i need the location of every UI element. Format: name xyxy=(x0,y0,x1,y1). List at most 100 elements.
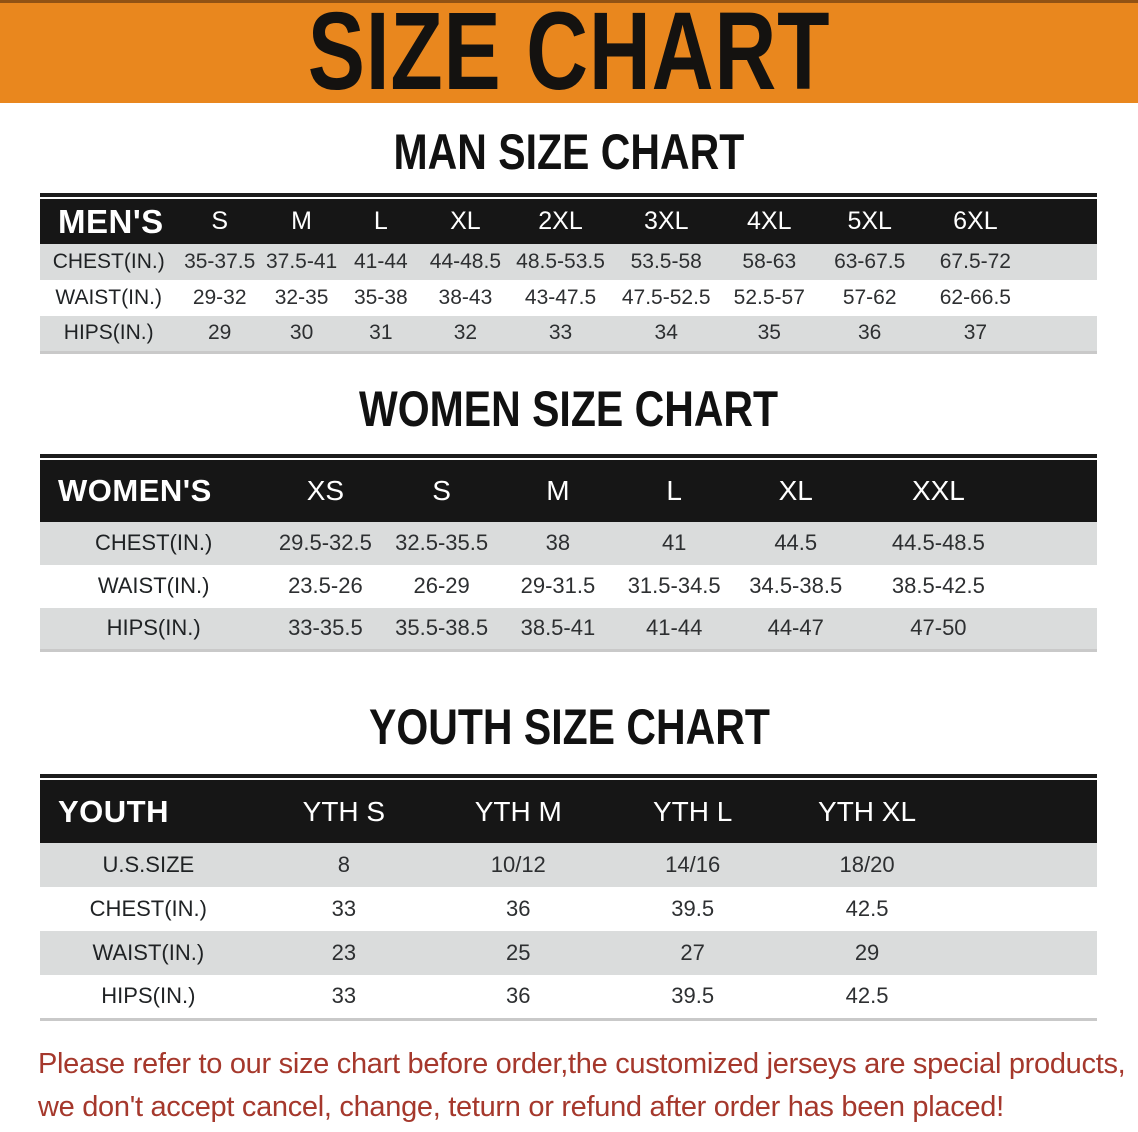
banner-top-edge xyxy=(0,0,1138,3)
table-top-border xyxy=(40,774,1097,778)
size-value: 29-32 xyxy=(192,286,247,309)
size-value: 38-43 xyxy=(438,286,493,309)
women-size-table: WOMEN'S XS S M L XL XXL CHEST(IN.) 29.5-32.5 32.5… xyxy=(40,459,1097,652)
size-value: 44-48.5 xyxy=(429,250,502,273)
row-label: HIPS(IN.) xyxy=(106,615,201,641)
size-value: 62-66.5 xyxy=(939,286,1011,309)
size-value: 36 xyxy=(506,983,531,1009)
size-column-header: XL xyxy=(778,474,813,506)
size-value: 52.5-57 xyxy=(733,286,805,309)
women-section-title: WOMEN SIZE CHART xyxy=(359,380,779,437)
size-value: 38.5-41 xyxy=(520,615,596,641)
men-section: MAN SIZE CHART MEN'S S M L XL 2XL 3XL 4XL 5XL 6XL… xyxy=(0,127,1138,354)
row-label: WAIST(IN.) xyxy=(97,573,210,598)
youth-size-table: YOUTH YTH S YTH M YTH L YTH XL U.S.SIZE 8 10/12… xyxy=(40,780,1097,1021)
size-value: 27 xyxy=(680,940,705,965)
row-label: WAIST(IN.) xyxy=(55,286,162,309)
size-value: 47-50 xyxy=(910,615,967,641)
size-value: 29 xyxy=(208,321,232,345)
size-column-header: L xyxy=(373,207,388,235)
size-value: 41 xyxy=(661,530,687,555)
size-value: 33-35.5 xyxy=(288,615,363,641)
size-value: 32.5-35.5 xyxy=(395,530,489,555)
men-size-table-wrap: MEN'S S M L XL 2XL 3XL 4XL 5XL 6XL CHEST(IN.) 35-37… xyxy=(40,193,1097,354)
size-value: 39.5 xyxy=(671,896,715,921)
size-value: 42.5 xyxy=(845,896,889,921)
size-value: 57-62 xyxy=(842,286,897,309)
header-filler xyxy=(1018,460,1097,522)
row-filler xyxy=(954,931,1097,975)
size-value: 8 xyxy=(337,852,350,877)
size-value: 34 xyxy=(654,321,678,345)
size-value: 31.5-34.5 xyxy=(627,573,721,598)
size-value: 42.5 xyxy=(845,983,889,1009)
header-filler xyxy=(1028,199,1097,244)
row-filler xyxy=(1018,608,1097,651)
table-group-label: MEN'S xyxy=(58,202,164,240)
size-value: 33 xyxy=(548,321,573,345)
table-top-border xyxy=(40,453,1097,458)
size-value: 35-37.5 xyxy=(184,250,256,273)
size-value: 41-44 xyxy=(353,250,408,273)
size-value: 32-35 xyxy=(274,286,329,309)
size-value: 44.5 xyxy=(774,530,818,555)
size-column-header: YTH S xyxy=(302,795,386,827)
size-column-header: XL xyxy=(450,207,481,235)
row-filler xyxy=(1028,244,1097,280)
size-column-header: M xyxy=(546,474,570,506)
youth-size-table-wrap: YOUTH YTH S YTH M YTH L YTH XL U.S.SIZE 8 10/12… xyxy=(40,774,1097,1021)
size-value: 41-44 xyxy=(646,615,703,641)
size-column-header: S xyxy=(211,207,229,235)
size-value: 34.5-38.5 xyxy=(749,573,843,598)
row-label: CHEST(IN.) xyxy=(94,530,213,555)
size-value: 38.5-42.5 xyxy=(891,573,985,598)
size-value: 35-38 xyxy=(353,286,408,309)
size-value: 14/16 xyxy=(665,852,721,877)
row-filler xyxy=(954,843,1097,887)
disclaimer-line-1: Please refer to our size chart before or… xyxy=(38,1047,1126,1080)
size-value: 44-47 xyxy=(767,615,824,641)
size-value: 67.5-72 xyxy=(939,250,1011,273)
size-value: 23 xyxy=(331,940,357,965)
size-value: 30 xyxy=(289,321,314,345)
size-value: 39.5 xyxy=(671,983,715,1009)
size-value: 33 xyxy=(331,983,357,1009)
women-section: WOMEN SIZE CHART WOMEN'S XS S M L XL XXL CHEST(… xyxy=(0,380,1138,652)
size-value: 58-63 xyxy=(742,250,797,273)
size-value: 32 xyxy=(453,321,478,345)
size-column-header: 6XL xyxy=(953,207,998,235)
size-value: 33 xyxy=(331,896,357,921)
row-filler xyxy=(1028,316,1097,352)
row-filler xyxy=(1018,565,1097,608)
measurement-row: HIPS(IN.) 33 36 39.5 42.5 xyxy=(40,975,1097,1019)
size-value: 44.5-48.5 xyxy=(891,530,985,555)
row-filler xyxy=(954,975,1097,1019)
size-value: 48.5-53.5 xyxy=(516,250,605,273)
size-value: 31 xyxy=(369,321,393,345)
table-group-label: YOUTH xyxy=(58,793,169,829)
size-value: 29 xyxy=(854,940,880,965)
size-header-row: MEN'S S M L XL 2XL 3XL 4XL 5XL 6XL xyxy=(40,199,1097,244)
size-value: 10/12 xyxy=(490,852,546,877)
row-label: HIPS(IN.) xyxy=(63,321,154,345)
size-value: 36 xyxy=(506,896,531,921)
table-group-label: WOMEN'S xyxy=(58,472,212,508)
measurement-row: CHEST(IN.) 29.5-32.5 32.5-35.5 38 41 44.5 44.5… xyxy=(40,521,1097,565)
size-value: 29-31.5 xyxy=(520,573,596,598)
size-value: 25 xyxy=(506,940,531,965)
size-column-header: 4XL xyxy=(747,207,792,235)
men-size-table: MEN'S S M L XL 2XL 3XL 4XL 5XL 6XL CHEST(IN.) 35-37… xyxy=(40,199,1097,354)
measurement-row: U.S.SIZE 8 10/12 14/16 18/20 xyxy=(40,843,1097,887)
size-value: 38 xyxy=(545,530,571,555)
page-title: SIZE CHART xyxy=(307,0,831,113)
size-value: 18/20 xyxy=(839,852,895,877)
size-column-header: S xyxy=(432,474,451,506)
size-value: 35.5-38.5 xyxy=(395,615,489,641)
size-column-header: 3XL xyxy=(643,207,689,235)
row-label: WAIST(IN.) xyxy=(92,940,205,965)
row-filler xyxy=(954,887,1097,931)
measurement-row: WAIST(IN.) 23.5-26 26-29 29-31.5 31.5-34.5 34… xyxy=(40,564,1097,608)
size-value: 63-67.5 xyxy=(834,250,906,273)
header-filler xyxy=(954,780,1097,843)
